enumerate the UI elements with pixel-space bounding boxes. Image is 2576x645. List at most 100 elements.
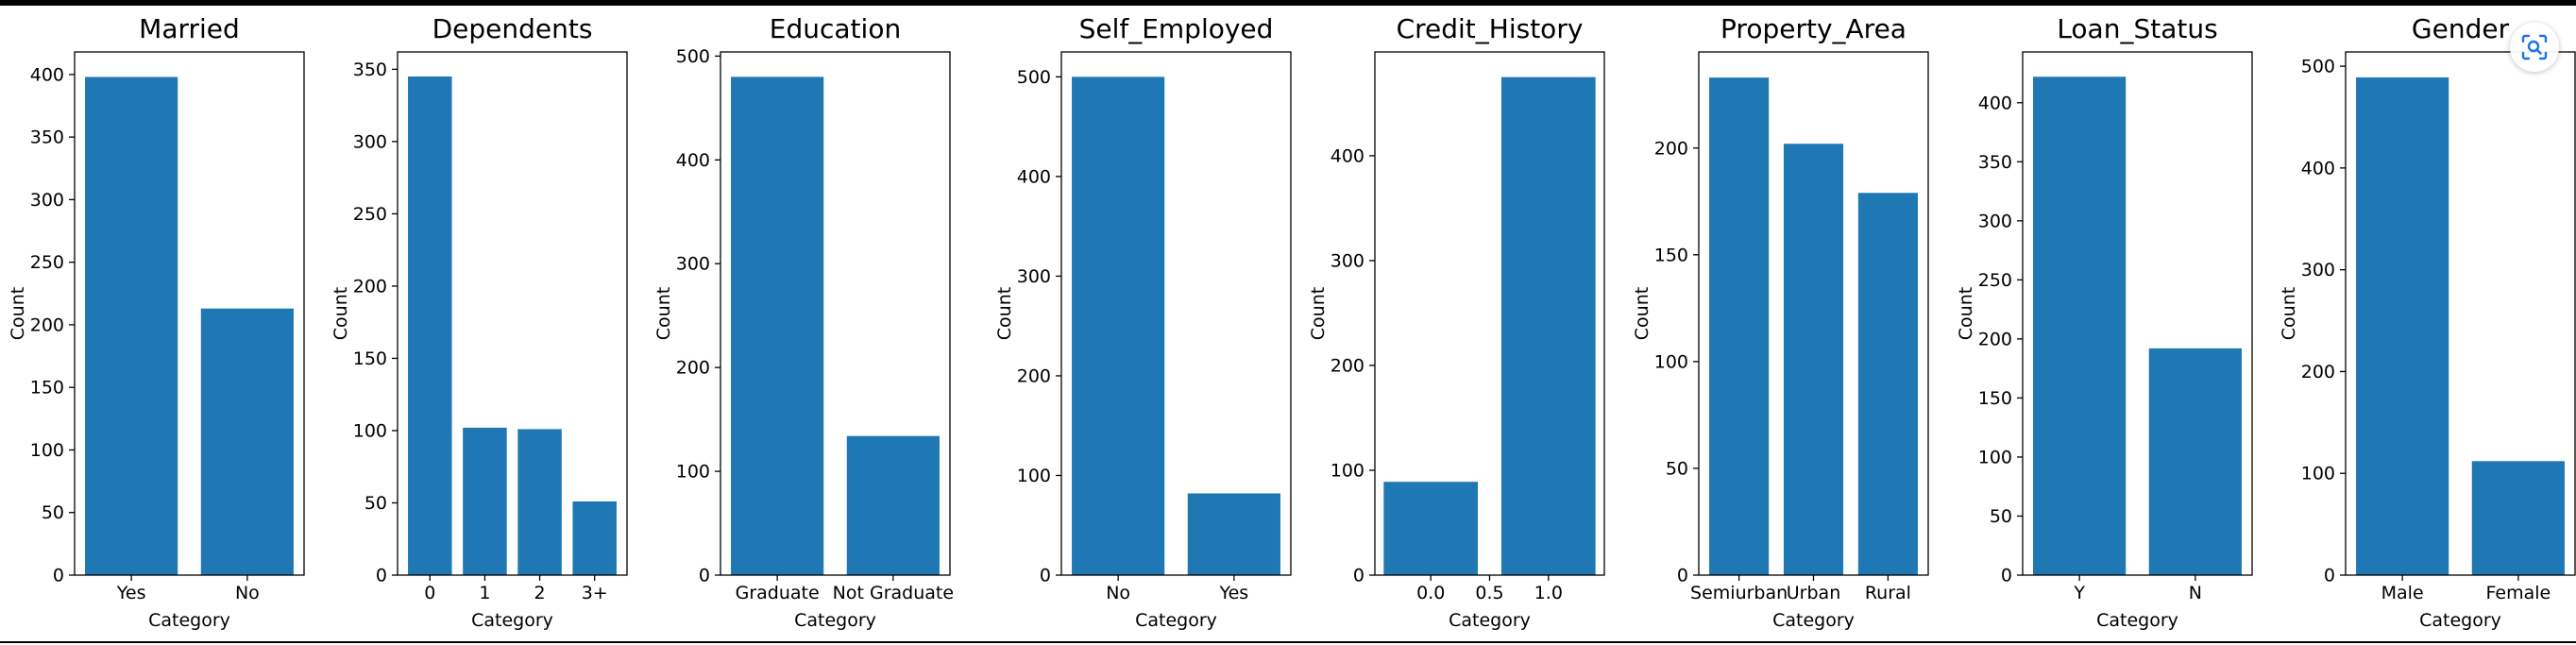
x-axis-label: Category — [148, 610, 230, 631]
bar-yes — [1187, 493, 1280, 575]
bar-2 — [517, 429, 562, 575]
bar-urban — [1783, 144, 1844, 575]
y-tick-label: 150 — [1978, 388, 2012, 409]
bar-n — [2148, 348, 2242, 575]
x-tick-label: Yes — [116, 583, 146, 603]
y-tick-label: 100 — [676, 462, 710, 483]
x-tick-label: 0 — [424, 583, 435, 603]
bar-yes — [85, 76, 178, 575]
y-tick-label: 500 — [2301, 57, 2335, 77]
chart-dependents: 0 1 2 3+ 0 50 100 150 200 250 300 350 Dependents Cate… — [330, 13, 628, 631]
chart-title: Married — [139, 13, 240, 44]
bar-no — [1072, 76, 1165, 575]
y-tick-label: 100 — [1330, 460, 1364, 481]
y-tick-label: 200 — [1330, 355, 1364, 376]
y-tick-label: 300 — [30, 190, 64, 211]
plot-frame — [2345, 51, 2576, 576]
y-tick-label: 0 — [53, 566, 64, 586]
y-tick-label: 100 — [1017, 466, 1051, 486]
y-tick-label: 250 — [1978, 270, 2012, 291]
y-tick-label: 300 — [1330, 250, 1364, 271]
x-tick-label: 0.5 — [1475, 583, 1503, 603]
bar-semiurban — [1709, 77, 1770, 575]
chart-credit-history: 0.0 0.5 1.0 0 100 200 300 400 Credit_History Cate… — [1308, 13, 1605, 631]
y-tick-label: 200 — [676, 358, 710, 379]
y-tick-label: 100 — [1978, 447, 2012, 467]
chart-title: Gender — [2412, 13, 2510, 44]
bar-not-graduate — [846, 435, 940, 575]
x-tick-label: Semiurban — [1690, 583, 1788, 603]
x-tick-label: Not Graduate — [833, 583, 954, 603]
x-axis-label: Category — [1449, 610, 1531, 631]
y-tick-label: 400 — [1330, 145, 1364, 166]
bar-y — [2033, 76, 2127, 576]
visual-search-button[interactable] — [2510, 23, 2559, 72]
y-axis-label: Count — [330, 287, 351, 340]
y-tick-label: 400 — [2301, 158, 2335, 178]
bar-3 — [572, 501, 617, 575]
visual-search-icon — [2521, 34, 2548, 60]
chart-title: Credit_History — [1397, 13, 1584, 44]
y-tick-label: 200 — [353, 276, 387, 297]
y-tick-label: 400 — [1017, 166, 1051, 187]
x-axis-label: Category — [1135, 610, 1217, 631]
y-tick-label: 300 — [2301, 260, 2335, 280]
x-tick-label: 1 — [479, 583, 490, 603]
x-axis-label: Category — [2096, 610, 2178, 631]
y-tick-label: 400 — [30, 64, 64, 85]
y-tick-label: 300 — [1017, 266, 1051, 287]
y-tick-label: 350 — [353, 59, 387, 80]
y-tick-label: 400 — [1978, 93, 2012, 113]
bar-1-0 — [1500, 76, 1596, 576]
y-tick-label: 100 — [2301, 464, 2335, 484]
x-tick-label: 1.0 — [1534, 583, 1563, 603]
x-tick-label: Urban — [1787, 583, 1840, 603]
y-tick-label: 200 — [1017, 365, 1051, 386]
chart-title: Self_Employed — [1079, 13, 1274, 44]
x-axis-label: Category — [471, 610, 553, 631]
y-tick-label: 350 — [30, 127, 64, 148]
x-tick-label: No — [235, 583, 260, 603]
plot-frame — [74, 51, 305, 576]
y-tick-label: 300 — [1978, 211, 2012, 231]
y-tick-label: 0 — [1353, 566, 1364, 586]
y-axis-label: Count — [994, 287, 1015, 340]
y-tick-label: 150 — [1654, 245, 1688, 265]
y-tick-label: 0 — [699, 566, 710, 586]
y-tick-label: 50 — [1666, 458, 1688, 479]
y-tick-label: 0 — [1040, 566, 1051, 586]
chart-loan-status: Y N 0 50 100 150 200 250 300 350 400 Loan_Status Cat… — [1956, 13, 2253, 631]
x-tick-label: Yes — [1219, 583, 1249, 603]
x-tick-label: Male — [2381, 583, 2424, 603]
y-tick-label: 200 — [2301, 362, 2335, 382]
chart-title: Education — [770, 13, 901, 44]
y-tick-label: 150 — [353, 348, 387, 369]
plot-frame — [397, 51, 628, 576]
x-tick-label: Graduate — [736, 583, 820, 603]
plot-frame — [1060, 51, 1292, 576]
y-tick-label: 100 — [30, 440, 64, 461]
chart-self-employed: No Yes 0 100 200 300 400 500 Self_Employed Catego… — [994, 13, 1292, 631]
x-tick-label: Rural — [1865, 583, 1911, 603]
x-tick-label: 3+ — [582, 583, 608, 603]
y-tick-label: 0 — [1677, 566, 1688, 586]
y-tick-label: 200 — [1978, 329, 2012, 349]
top-border — [0, 0, 2576, 6]
x-tick-label: No — [1106, 583, 1130, 603]
bar-rural — [1857, 193, 1918, 575]
x-axis-label: Category — [1772, 610, 1855, 631]
y-tick-label: 300 — [353, 131, 387, 152]
y-tick-label: 0 — [2324, 566, 2335, 586]
y-tick-label: 100 — [353, 420, 387, 441]
x-axis-label: Category — [2419, 610, 2501, 631]
y-axis-label: Count — [8, 287, 28, 340]
bar-male — [2356, 76, 2449, 575]
x-tick-label: Female — [2486, 583, 2551, 603]
y-axis-label: Count — [2279, 287, 2299, 340]
y-tick-label: 100 — [1654, 351, 1688, 372]
plot-frame — [1374, 51, 1605, 576]
bar-graduate — [731, 76, 824, 575]
y-tick-label: 300 — [676, 254, 710, 275]
plot-frame — [1698, 51, 1929, 576]
